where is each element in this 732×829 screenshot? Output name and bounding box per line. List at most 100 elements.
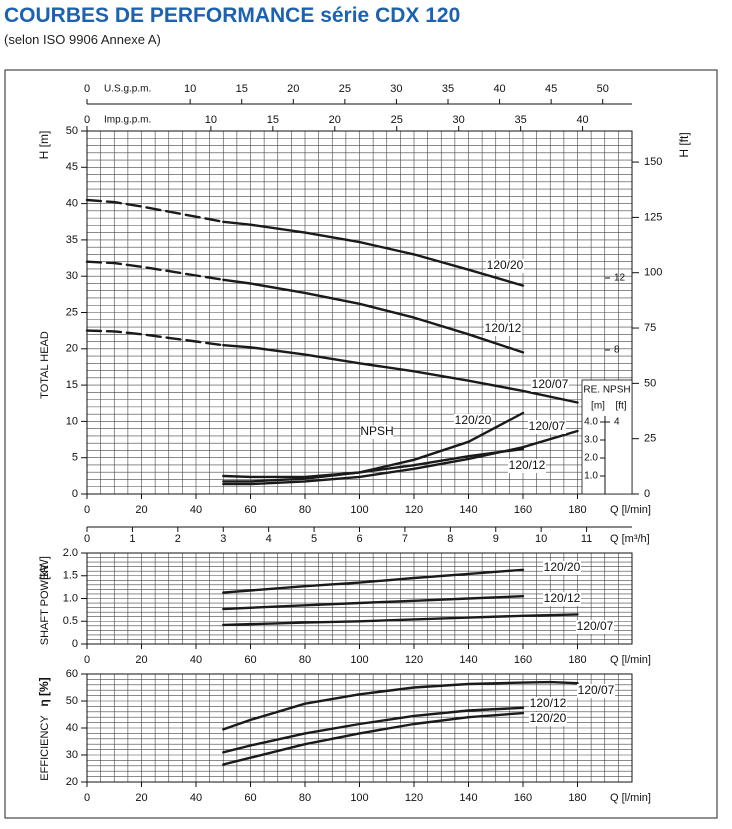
curve-label: 120/07 xyxy=(578,683,615,697)
x-tick-label: 60 xyxy=(244,654,256,666)
curve xyxy=(222,595,525,611)
top-tick-label: 50 xyxy=(597,83,609,95)
x-tick-label: 160 xyxy=(514,654,532,666)
x-tick-label: 20 xyxy=(135,504,147,516)
label-background xyxy=(529,712,567,726)
label-background xyxy=(577,684,615,698)
side-label: EFFICIENCY xyxy=(39,715,51,781)
curve xyxy=(85,329,225,347)
curve-label: 120/12 xyxy=(530,696,567,710)
top-tick-label: 25 xyxy=(339,83,351,95)
m3h-tick-label: 9 xyxy=(493,533,499,545)
ft-tick-label: 50 xyxy=(644,377,656,389)
npsh-axis-title: RE. NPSH xyxy=(583,385,630,396)
curve xyxy=(222,706,525,754)
label-background xyxy=(531,378,569,392)
top-tick-label: 10 xyxy=(205,114,217,126)
x-tick-label: 20 xyxy=(135,654,147,666)
m3h-tick-label: 7 xyxy=(402,533,408,545)
curve xyxy=(222,278,525,354)
curve xyxy=(222,220,525,287)
ft-tick-label: 150 xyxy=(644,156,662,168)
npsh-m-label: [m] xyxy=(591,401,605,412)
curve xyxy=(85,198,225,224)
x-tick-label: 180 xyxy=(568,504,586,516)
curve xyxy=(222,613,579,627)
label-background xyxy=(484,322,522,336)
y-tick-label: 0 xyxy=(72,488,78,500)
y-tick-label: 1.5 xyxy=(63,570,78,582)
x-tick-label: 120 xyxy=(405,504,423,516)
page-title: COURBES DE PERFORMANCE série CDX 120 xyxy=(4,4,460,27)
y-tick-label: 15 xyxy=(66,379,78,391)
y-axis-label: η [%] xyxy=(37,677,51,706)
y-tick-label: 30 xyxy=(66,749,78,761)
m3h-tick-label: 1 xyxy=(129,533,135,545)
top-tick-label: 0 xyxy=(84,83,90,95)
top-tick-label: 35 xyxy=(442,83,454,95)
label-background xyxy=(529,697,567,711)
m3h-tick-label: 10 xyxy=(535,533,547,545)
x-tick-label: 120 xyxy=(405,654,423,666)
curve-label: 120/20 xyxy=(544,560,581,574)
y-tick-label: 20 xyxy=(66,343,78,355)
m3h-tick-label: 3 xyxy=(220,533,226,545)
top-tick-label: 30 xyxy=(390,83,402,95)
top-tick-label: 40 xyxy=(493,83,505,95)
top-tick-label: 35 xyxy=(514,114,526,126)
curve-label: 120/20 xyxy=(455,413,492,427)
x-tick-label: 180 xyxy=(568,792,586,804)
top-tick-label: 20 xyxy=(329,114,341,126)
npsh-tick-label: 4.0 xyxy=(584,417,598,428)
y-tick-label: 20 xyxy=(66,776,78,788)
ft-tick-label: 125 xyxy=(644,211,662,223)
m3h-tick-label: 4 xyxy=(266,533,272,545)
y-tick-label: 30 xyxy=(66,270,78,282)
frame xyxy=(4,69,718,819)
ft-tick-label: 25 xyxy=(644,433,656,445)
y-tick-label: 25 xyxy=(66,306,78,318)
curve-label: 120/07 xyxy=(532,377,569,391)
y-tick-label: 2.0 xyxy=(63,547,78,559)
top-axis-label: Imp.g.p.m. xyxy=(104,115,151,126)
curve-label: 120/07 xyxy=(529,419,566,433)
x-tick-label: 100 xyxy=(350,654,368,666)
ft-tick-label: 75 xyxy=(644,322,656,334)
m3h-tick-label: 0 xyxy=(84,533,90,545)
label-background xyxy=(361,425,393,439)
x-tick-label: 60 xyxy=(244,792,256,804)
npsh-label: NPSH xyxy=(360,424,393,438)
x-tick-label: 20 xyxy=(135,792,147,804)
page-subtitle: (selon ISO 9906 Annexe A) xyxy=(4,32,161,47)
label-background xyxy=(543,592,581,606)
curve xyxy=(222,344,579,404)
label-background xyxy=(576,620,614,634)
y-tick-label: 10 xyxy=(66,415,78,427)
npsh-ft-label: [ft] xyxy=(615,401,626,412)
npsh-ft-tick-label: 8 xyxy=(614,345,620,356)
m3h-tick-label: 2 xyxy=(175,533,181,545)
top-tick-label: 20 xyxy=(287,83,299,95)
x-tick-label: 40 xyxy=(190,504,202,516)
x-tick-label: 100 xyxy=(350,504,368,516)
x-tick-label: 80 xyxy=(299,654,311,666)
m3h-axis-label: Q [m³/h] xyxy=(610,533,650,545)
top-tick-label: 25 xyxy=(391,114,403,126)
x-tick-label: 60 xyxy=(244,504,256,516)
top-axis-label: U.S.g.p.m. xyxy=(104,84,151,95)
m3h-tick-label: 11 xyxy=(581,533,592,545)
x-tick-label: 0 xyxy=(84,504,90,516)
y-tick-label: 5 xyxy=(72,452,78,464)
x-tick-label: 180 xyxy=(568,654,586,666)
m3h-tick-label: 8 xyxy=(447,533,453,545)
x-axis-label: Q [l/min] xyxy=(610,654,651,666)
m3h-tick-label: 6 xyxy=(356,533,362,545)
top-tick-label: 40 xyxy=(576,114,588,126)
x-tick-label: 140 xyxy=(459,654,477,666)
label-background xyxy=(528,420,566,434)
y-tick-label: 0.5 xyxy=(63,615,78,627)
x-tick-label: 100 xyxy=(350,792,368,804)
curve-label: 120/20 xyxy=(487,258,524,272)
y-tick-label: 60 xyxy=(66,668,78,680)
x-tick-label: 160 xyxy=(514,504,532,516)
